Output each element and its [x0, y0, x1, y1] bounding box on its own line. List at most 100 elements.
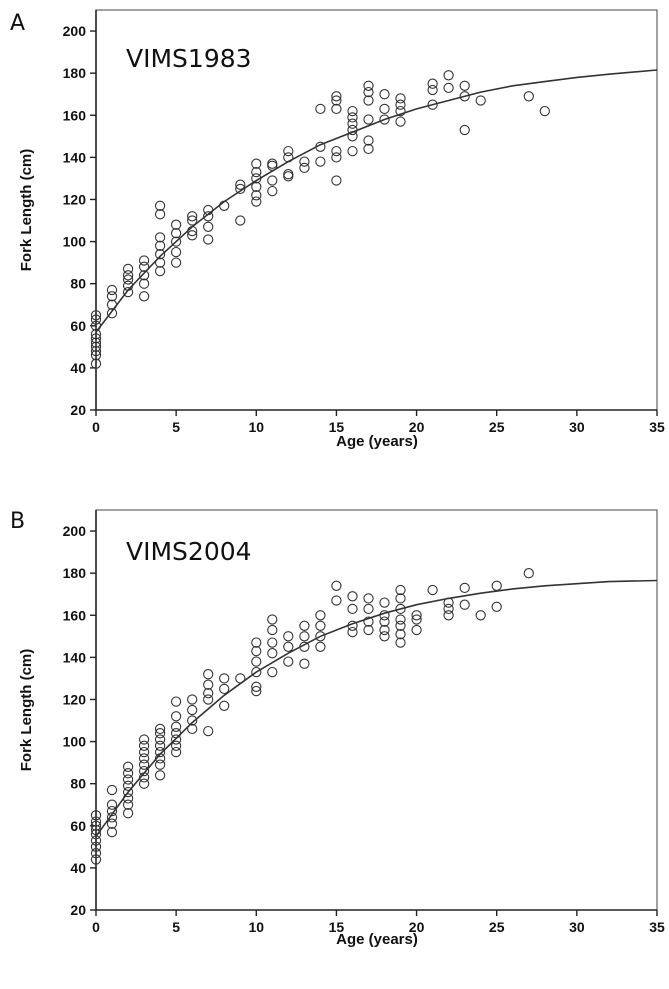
data-point [363, 603, 374, 615]
data-point [283, 169, 294, 180]
data-point [363, 616, 374, 627]
data-point [203, 679, 214, 690]
data-point [154, 249, 166, 260]
data-point [267, 185, 278, 197]
data-point [122, 786, 134, 798]
data-point [154, 770, 166, 781]
data-point [411, 624, 422, 636]
x-tick-label: 35 [649, 919, 665, 935]
data-point [267, 666, 278, 678]
data-point [331, 95, 342, 106]
data-point [122, 286, 134, 298]
data-point [379, 624, 390, 636]
panel-letter: A [10, 11, 25, 36]
data-point [154, 723, 166, 735]
data-point [491, 601, 502, 612]
data-point [363, 95, 374, 106]
data-point [90, 333, 102, 344]
data-point [122, 270, 134, 281]
data-point [203, 725, 214, 737]
data-point [90, 854, 102, 865]
x-tick-label: 25 [489, 419, 505, 435]
data-point [395, 116, 406, 127]
data-point [267, 637, 278, 648]
data-point [154, 734, 166, 745]
data-point [106, 799, 118, 810]
y-tick-label: 200 [63, 523, 87, 539]
data-point [138, 255, 150, 266]
data-point [347, 131, 358, 142]
data-point [251, 637, 262, 648]
data-point [187, 230, 198, 241]
data-point [203, 234, 214, 245]
data-point [90, 820, 102, 831]
data-point [459, 124, 470, 136]
data-point [251, 158, 262, 169]
data-point [106, 299, 118, 310]
data-point [154, 209, 166, 220]
data-point [267, 175, 278, 186]
data-point [427, 584, 438, 596]
data-point [138, 734, 150, 745]
data-point [459, 582, 470, 594]
data-point [267, 648, 278, 659]
x-tick-label: 30 [569, 419, 585, 435]
data-point [106, 284, 118, 296]
data-point [347, 118, 358, 129]
data-point [154, 200, 166, 211]
data-point [251, 166, 262, 178]
data-point [170, 257, 182, 268]
data-point [395, 105, 406, 117]
data-point [267, 160, 278, 171]
y-tick-label: 120 [63, 191, 87, 207]
plot-title: VIMS2004 [126, 537, 252, 566]
data-point [170, 721, 182, 732]
x-tick-label: 0 [92, 419, 100, 435]
data-point [122, 793, 134, 804]
data-point [331, 580, 342, 591]
data-point [122, 774, 134, 785]
data-point [106, 291, 118, 302]
y-tick-label: 20 [70, 402, 86, 418]
data-point [299, 641, 310, 652]
x-tick-label: 5 [172, 419, 180, 435]
data-point [331, 103, 342, 115]
y-tick-label: 60 [70, 818, 86, 834]
data-point [187, 225, 198, 237]
data-point [187, 215, 198, 226]
data-point [138, 261, 150, 272]
data-point [443, 610, 454, 621]
data-point [90, 345, 102, 357]
data-point [299, 631, 310, 642]
data-point [122, 280, 134, 291]
growth-curve [95, 69, 658, 333]
data-point [138, 270, 150, 281]
data-point [154, 232, 166, 243]
data-point [138, 765, 150, 777]
data-point [379, 616, 390, 627]
data-point [363, 143, 374, 155]
y-tick-label: 140 [63, 149, 87, 165]
data-point [203, 688, 214, 699]
data-point [299, 658, 310, 669]
data-point [203, 669, 214, 680]
x-tick-label: 30 [569, 919, 585, 935]
data-point [106, 308, 118, 319]
data-point [138, 753, 150, 764]
data-point [491, 580, 502, 591]
data-point [106, 826, 118, 838]
data-point [251, 681, 262, 692]
data-point [251, 181, 262, 192]
data-point [315, 141, 326, 152]
data-point [283, 152, 294, 163]
data-point [379, 89, 390, 100]
y-tick-label: 160 [63, 107, 87, 123]
data-point [90, 310, 102, 321]
data-point [219, 700, 230, 711]
data-point [187, 211, 198, 222]
data-point [347, 620, 358, 631]
data-point [154, 257, 166, 268]
x-tick-label: 25 [489, 919, 505, 935]
data-point [299, 620, 310, 631]
data-point [475, 95, 486, 106]
